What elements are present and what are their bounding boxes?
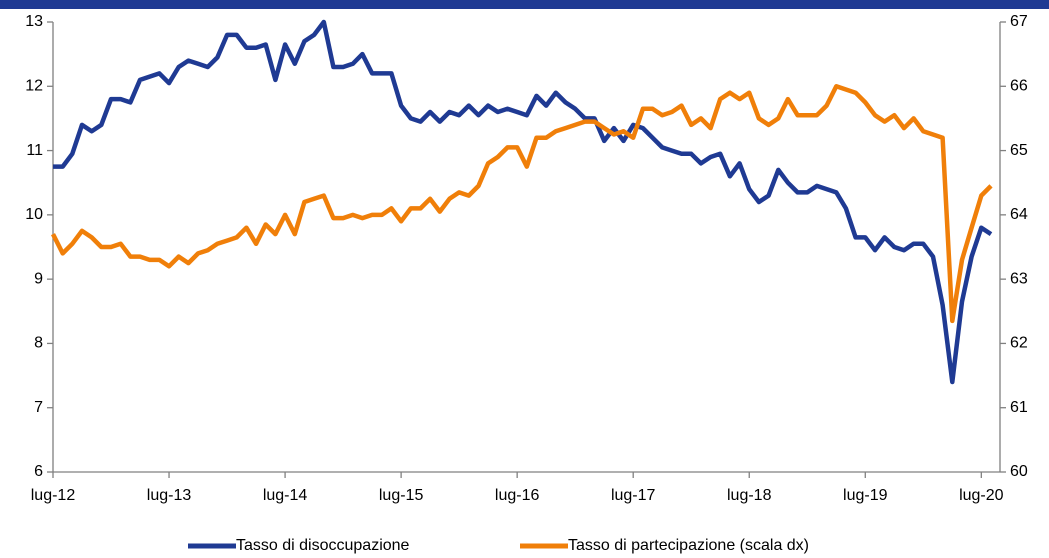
legend-label: Tasso di disoccupazione xyxy=(236,537,410,554)
header-bar xyxy=(0,0,1049,9)
y2-tick-label: 67 xyxy=(1010,13,1028,30)
y-tick-label: 7 xyxy=(34,399,43,416)
x-tick-label: lug-17 xyxy=(611,487,656,504)
x-tick-label: lug-18 xyxy=(727,487,772,504)
y2-tick-label: 64 xyxy=(1010,206,1028,223)
x-tick-label: lug-14 xyxy=(263,487,308,504)
x-tick-label: lug-20 xyxy=(959,487,1004,504)
y2-tick-label: 65 xyxy=(1010,142,1028,159)
y-tick-label: 13 xyxy=(25,13,43,30)
x-tick-label: lug-19 xyxy=(843,487,888,504)
y-tick-label: 6 xyxy=(34,463,43,480)
series-line xyxy=(50,84,993,324)
y-tick-label: 12 xyxy=(25,78,43,95)
y2-tick-label: 62 xyxy=(1010,335,1028,352)
y2-tick-label: 61 xyxy=(1010,399,1028,416)
x-tick-label: lug-13 xyxy=(147,487,192,504)
y2-tick-label: 60 xyxy=(1010,463,1028,480)
y-tick-label: 10 xyxy=(25,206,43,223)
y-tick-label: 8 xyxy=(34,335,43,352)
legend-label: Tasso di partecipazione (scala dx) xyxy=(568,537,809,554)
x-tick-label: lug-15 xyxy=(379,487,424,504)
y-tick-label: 11 xyxy=(26,142,43,159)
y-tick-label: 9 xyxy=(34,270,43,287)
x-tick-label: lug-12 xyxy=(31,487,76,504)
y2-tick-label: 63 xyxy=(1010,270,1028,287)
y2-tick-label: 66 xyxy=(1010,78,1028,95)
x-tick-label: lug-16 xyxy=(495,487,540,504)
series-line xyxy=(53,19,993,385)
